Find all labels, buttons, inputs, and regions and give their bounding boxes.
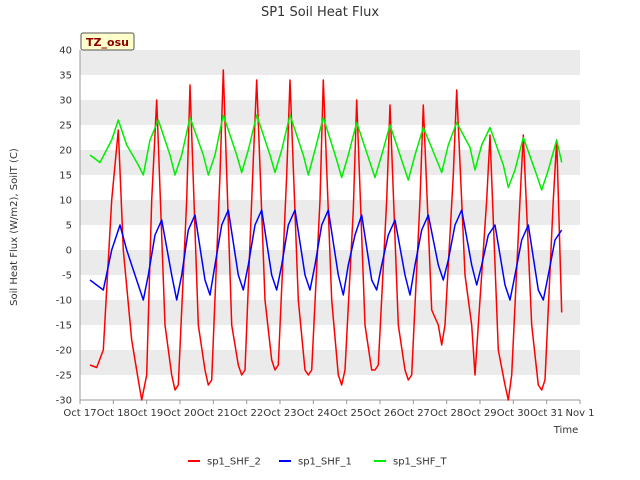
legend-label: sp1_SHF_T (393, 457, 448, 468)
y-axis-title: Soil Heat Flux (W/m2), SoilT (C) (9, 148, 20, 306)
series-line-sp1_SHF_2 (89, 69, 563, 401)
grid-band (80, 100, 580, 125)
y-tick-label: 20 (59, 146, 72, 157)
y-tick-label: 0 (66, 246, 72, 257)
x-tick-label: Oct 25 (330, 408, 363, 419)
legend-label: sp1_SHF_2 (207, 457, 261, 468)
y-tick-label: -10 (56, 296, 72, 307)
y-tick-label: 40 (59, 46, 72, 57)
x-axis-title: Time (553, 425, 578, 436)
y-tick-label: -15 (56, 321, 72, 332)
y-tick-label: -25 (56, 371, 72, 382)
grid-band (80, 350, 580, 375)
grid-band (80, 150, 580, 175)
y-tick-label: 10 (59, 196, 72, 207)
x-tick-label: Oct 30 (497, 408, 530, 419)
grid-band (80, 175, 580, 200)
x-tick-label: Oct 18 (97, 408, 130, 419)
y-tick-label: -5 (62, 271, 72, 282)
site-tag-label: TZ_osu (86, 36, 129, 49)
y-tick-label: 25 (59, 121, 72, 132)
x-tick-label: Oct 27 (397, 408, 430, 419)
y-tick-label: 35 (59, 71, 72, 82)
site-tag-box (80, 32, 135, 51)
chart-title: SP1 Soil Heat Flux (261, 5, 379, 20)
x-tick-label: Oct 19 (130, 408, 163, 419)
x-tick-label: Oct 28 (430, 408, 463, 419)
y-tick-label: 15 (59, 171, 72, 182)
grid-band (80, 275, 580, 300)
y-tick-label: 30 (59, 96, 72, 107)
x-tick-label: Oct 20 (163, 408, 196, 419)
x-tick-label: Oct 23 (263, 408, 296, 419)
x-tick-label: Oct 26 (363, 408, 396, 419)
legend: sp1_SHF_2 sp1_SHF_1 sp1_SHF_T (188, 457, 448, 468)
legend-label: sp1_SHF_1 (298, 457, 352, 468)
y-tick-labels: -30 -25 -20 -15 -10 -5 0 5 10 15 20 25 30 35 40 (56, 46, 72, 407)
x-tick-label: Oct 24 (297, 408, 330, 419)
x-tick-label: Oct 17 (63, 408, 96, 419)
grid-band (80, 75, 580, 100)
x-tick-label: Oct 22 (230, 408, 263, 419)
series-line-sp1_SHF_1 (89, 209, 563, 301)
y-tick-label: 5 (66, 221, 72, 232)
y-tick-label: -20 (56, 346, 72, 357)
site-tag: TZ_osu (80, 32, 135, 51)
series-lines (89, 69, 563, 401)
grid-band (80, 325, 580, 350)
x-tick-label: Oct 29 (463, 408, 496, 419)
x-tick-labels: Oct 17 Oct 18 Oct 19 Oct 20 Oct 21 Oct 22 Oct … (63, 400, 595, 419)
series-line-sp1_SHF_T (89, 114, 563, 191)
x-tick-label: Oct 31 (530, 408, 563, 419)
y-tick-label: -30 (56, 396, 72, 407)
x-tick-label: Oct 21 (197, 408, 230, 419)
grid-band (80, 300, 580, 325)
x-tick-label: Nov 1 (565, 408, 594, 419)
grid-band (80, 375, 580, 400)
grid-band (80, 50, 580, 75)
